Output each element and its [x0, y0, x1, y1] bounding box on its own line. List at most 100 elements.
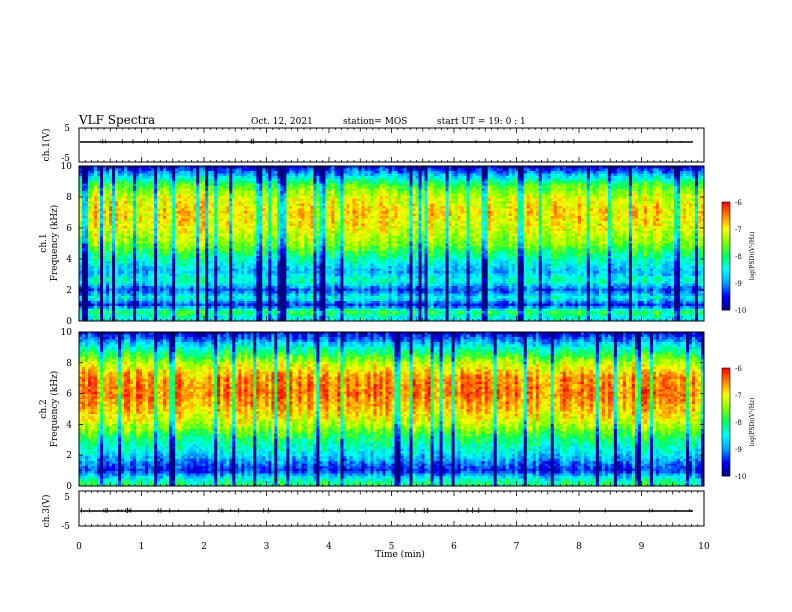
spectrogram-cell — [325, 178, 329, 182]
spectrogram-cell — [520, 203, 525, 207]
spectrogram-cell — [433, 206, 437, 209]
spectrogram-cell — [631, 171, 636, 174]
spectrogram-cell — [502, 216, 507, 219]
spectrogram-cell — [586, 213, 591, 217]
spectrogram-cell — [328, 203, 332, 207]
spectrogram-cell — [121, 183, 125, 187]
spectrogram-cell — [595, 183, 600, 187]
spectrogram-cell — [373, 193, 377, 197]
spectrogram-cell — [319, 193, 323, 197]
spectrogram-cell — [589, 168, 594, 172]
spectrogram-cell — [136, 201, 140, 204]
spectrogram-cell — [409, 201, 413, 204]
spectrogram-cell — [355, 211, 359, 214]
spectrogram-cell — [499, 171, 504, 174]
spectrogram-cell — [385, 221, 389, 224]
spectrogram-cell — [241, 216, 245, 219]
spectrogram-cell — [358, 218, 362, 222]
spectrogram-cell — [88, 191, 92, 194]
spectrogram-cell — [79, 208, 83, 212]
spectrogram-cell — [472, 178, 476, 182]
spectrogram-cell — [88, 186, 92, 189]
spectrogram-cell — [163, 203, 167, 207]
spectrogram-cell — [148, 213, 152, 217]
spectrogram-cell — [532, 196, 537, 199]
spectrogram-cell — [256, 178, 260, 182]
spectrogram-cell — [661, 183, 666, 187]
spectrogram-cell — [343, 176, 347, 179]
spectrogram-cell — [562, 166, 567, 169]
spectrogram-cell — [259, 211, 263, 214]
spectrogram-cell — [283, 203, 287, 207]
spectrogram-cell — [235, 178, 239, 182]
spectrogram-cell — [574, 201, 579, 204]
spectrogram-cell — [121, 188, 125, 192]
spectrogram-cell — [370, 171, 374, 174]
spectrogram-cell — [325, 186, 329, 189]
spectrogram-cell — [640, 211, 645, 214]
spectrogram-cell — [262, 181, 266, 184]
spectrogram-cell — [691, 171, 696, 174]
spectrogram-cell — [331, 201, 335, 204]
spectrogram-cell — [163, 166, 167, 169]
spectrogram-cell — [253, 178, 257, 182]
spectrogram-cell — [103, 221, 107, 224]
spectrogram-cell — [373, 178, 377, 182]
spectrogram-cell — [577, 171, 582, 174]
spectrogram-cell — [457, 203, 461, 207]
spectrogram-cell — [214, 178, 218, 182]
spectrogram-cell — [595, 193, 600, 197]
spectrogram-cell — [511, 203, 516, 207]
spectrogram-cell — [139, 183, 143, 187]
spectrogram-cell — [484, 193, 488, 197]
spectrogram-cell — [442, 183, 446, 187]
spectrogram-cell — [220, 166, 224, 169]
spectrogram-cell — [565, 166, 570, 169]
spectrogram-cell — [532, 213, 537, 217]
spectrogram-cell — [103, 188, 107, 192]
spectrogram-cell — [580, 176, 585, 179]
spectrogram-cell — [430, 201, 434, 204]
spectrogram-cell — [676, 203, 681, 207]
spectrogram-cell — [664, 198, 669, 202]
spectrogram-cell — [364, 191, 368, 194]
spectrogram-cell — [121, 213, 125, 217]
spectrogram-cell — [538, 211, 543, 214]
spectrogram-cell — [253, 181, 257, 184]
spectrogram-cell — [427, 176, 431, 179]
spectrogram-cell — [373, 208, 377, 212]
spectrogram-cell — [517, 203, 522, 207]
spectrogram-cell — [556, 206, 561, 209]
spectrogram-cell — [328, 196, 332, 199]
spectrogram-cell — [595, 208, 600, 212]
spectrogram-cell — [118, 188, 122, 192]
spectrogram-cell — [619, 198, 624, 202]
spectrogram-cell — [487, 218, 491, 222]
spectrogram-cell — [304, 208, 308, 212]
spectrogram-cell — [271, 213, 275, 217]
spectrogram-cell — [694, 196, 699, 199]
spectrogram-cell — [610, 168, 615, 172]
spectrogram-cell — [691, 183, 696, 187]
spectrogram-cell — [640, 218, 645, 222]
spectrogram-cell — [403, 221, 407, 224]
spectrogram-cell — [271, 183, 275, 187]
spectrogram-cell — [172, 191, 176, 194]
spectrogram-cell — [271, 201, 275, 204]
spectrogram-cell — [355, 206, 359, 209]
spectrogram-cell — [526, 196, 531, 199]
spectrogram-cell — [130, 198, 134, 202]
spectrogram-cell — [349, 171, 353, 174]
spectrogram-cell — [334, 178, 338, 182]
spectrogram-cell — [406, 211, 410, 214]
spectrogram-cell — [97, 213, 101, 217]
spectrogram-cell — [586, 186, 591, 189]
spectrogram-cell — [568, 211, 573, 214]
spectrogram-cell — [385, 218, 389, 222]
spectrogram-cell — [418, 193, 422, 197]
spectrogram-cell — [94, 191, 98, 194]
spectrogram-cell — [205, 171, 209, 174]
spectrogram-cell — [328, 166, 332, 169]
spectrogram-cell — [529, 203, 534, 207]
spectrogram-cell — [202, 176, 206, 179]
